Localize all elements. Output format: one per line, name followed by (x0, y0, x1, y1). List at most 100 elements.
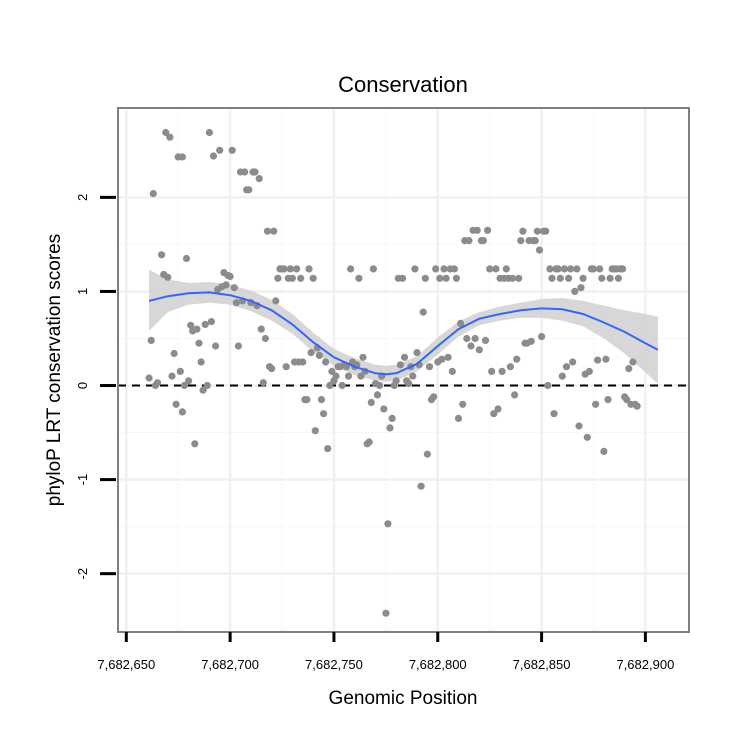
data-point (567, 265, 575, 273)
data-point (413, 349, 421, 357)
data-point (307, 349, 315, 357)
data-point (490, 410, 498, 418)
data-point (546, 265, 554, 273)
data-point (384, 520, 392, 528)
data-point (565, 274, 573, 282)
data-point (230, 284, 238, 292)
data-point (440, 265, 448, 273)
data-point (450, 265, 458, 273)
data-point (168, 372, 176, 380)
data-point (457, 319, 465, 327)
data-point (311, 427, 319, 435)
data-point (178, 408, 186, 416)
data-point (625, 365, 633, 373)
data-point (506, 363, 514, 371)
data-point (216, 146, 224, 154)
x-tick-label: 7,682,800 (409, 657, 467, 672)
data-point (303, 396, 311, 404)
data-point (338, 381, 346, 390)
data-point (558, 372, 566, 380)
data-point (510, 391, 519, 399)
chart-title: Conservation (338, 72, 468, 97)
data-point (619, 265, 627, 273)
x-tick-label: 7,682,650 (97, 657, 155, 672)
data-point (481, 336, 490, 344)
data-point (209, 152, 218, 160)
data-point (153, 379, 162, 387)
data-point (286, 265, 294, 273)
data-point (494, 405, 502, 413)
data-point (205, 128, 213, 137)
data-point (376, 381, 384, 390)
data-point (365, 438, 373, 446)
data-point (245, 186, 253, 194)
axis-layer: 7,682,650 7,682,700 7,682,750 7,682,800 7,68… (75, 194, 674, 672)
data-point (556, 274, 564, 282)
data-point (357, 372, 365, 380)
data-point (282, 363, 290, 371)
data-point (203, 381, 211, 390)
y-axis-title: phyloP LRT conservation scores (44, 234, 65, 507)
data-point (573, 265, 581, 273)
x-tick-label: 7,682,700 (201, 657, 259, 672)
data-point (606, 274, 614, 282)
data-point (182, 254, 191, 263)
x-axis-title: Genomic Position (329, 688, 478, 709)
y-tick-label: 0 (75, 382, 90, 389)
data-point (444, 353, 452, 361)
data-point (178, 153, 186, 161)
data-point (369, 265, 377, 273)
data-point (633, 402, 641, 410)
data-point (392, 377, 400, 385)
data-point (498, 367, 506, 375)
data-point (471, 334, 479, 343)
data-point (261, 334, 269, 343)
data-point (315, 351, 323, 359)
data-point (382, 609, 390, 617)
data-point (268, 365, 276, 373)
data-point (430, 393, 438, 401)
data-point (158, 251, 166, 259)
data-point (180, 381, 188, 390)
data-point (234, 342, 242, 350)
data-point (207, 318, 215, 326)
data-point (479, 237, 487, 245)
x-tick-label: 7,682,750 (305, 657, 363, 672)
data-point (473, 226, 481, 234)
data-point (326, 381, 334, 390)
data-point (347, 265, 355, 273)
data-point (569, 358, 577, 366)
data-point (533, 227, 542, 235)
data-point (583, 433, 591, 441)
data-point (442, 274, 450, 282)
data-point (355, 274, 363, 282)
data-point (629, 358, 637, 366)
x-tick-label: 7,682,850 (513, 657, 571, 672)
data-point (241, 168, 249, 176)
data-point (604, 396, 612, 404)
smooth-trend-line (148, 291, 659, 376)
data-point (542, 227, 550, 235)
data-point (562, 363, 571, 371)
data-point (222, 281, 230, 289)
data-point (550, 410, 558, 418)
data-point (452, 274, 460, 282)
point-layer (145, 128, 641, 617)
data-point (172, 400, 180, 408)
data-point (535, 246, 544, 254)
data-point (147, 336, 155, 344)
data-point (419, 308, 427, 316)
data-point (400, 353, 409, 361)
data-point (293, 265, 301, 273)
data-point (328, 367, 336, 375)
panel-border (117, 107, 690, 633)
data-point (145, 374, 153, 382)
data-point (519, 227, 527, 235)
data-point (162, 128, 170, 137)
data-point (164, 273, 172, 281)
data-point (554, 265, 562, 273)
data-point (596, 265, 604, 273)
data-point (359, 353, 367, 361)
data-point (396, 361, 404, 369)
